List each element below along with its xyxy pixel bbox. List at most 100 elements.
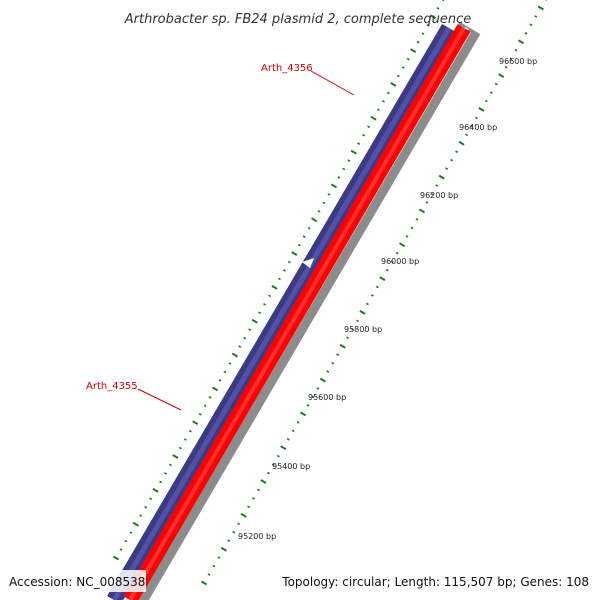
reverse-feature-shine: [128, 26, 466, 600]
ruler-tick: [291, 429, 295, 433]
outer-tick: [337, 176, 341, 179]
ruler-tick: [260, 479, 267, 484]
outer-tick: [307, 226, 311, 230]
ruler-tick: [517, 39, 525, 45]
ruler-tick: [430, 192, 434, 196]
ruler-tick: [346, 336, 350, 340]
ruler-tick: [356, 319, 360, 323]
ruler-tick: [319, 377, 327, 383]
ruler-tick: [370, 294, 374, 297]
outer-tick: [188, 429, 192, 433]
outer-tick: [198, 412, 202, 416]
outer-tick: [238, 345, 242, 348]
ruler-tick: [537, 5, 544, 11]
outer-tick: [268, 294, 272, 298]
ruler-label-96600: 96600 bp: [499, 57, 537, 66]
outer-tick: [302, 235, 306, 238]
ruler-tick: [316, 387, 320, 390]
outer-tick: [218, 379, 222, 382]
outer-tick: [149, 497, 153, 501]
outer-tick: [357, 142, 361, 145]
outer-tick: [263, 302, 267, 306]
ruler-tick: [494, 82, 498, 86]
ruler-label-95400: 95400 bp: [272, 462, 310, 471]
outer-tick: [401, 66, 405, 69]
outer-tick: [159, 480, 163, 484]
outer-tick: [119, 548, 123, 551]
outer-tick: [377, 108, 380, 112]
ruler-tick: [237, 522, 241, 526]
summary-text: Topology: circular; Length: 115,507 bp; …: [281, 575, 589, 589]
gene-label-leader-arth-4356: [310, 70, 355, 96]
ruler-tick: [514, 48, 518, 52]
ruler-tick: [207, 573, 211, 576]
gene-label-arth-4355[interactable]: Arth_4355: [86, 381, 138, 392]
ruler-tick: [395, 251, 399, 255]
outer-tick: [144, 505, 148, 509]
ruler-tick: [445, 167, 449, 170]
ruler-tick: [469, 125, 473, 128]
outer-tick: [277, 277, 281, 281]
outer-tick: [258, 311, 262, 315]
ruler-tick: [405, 235, 409, 238]
outer-tick: [370, 115, 377, 121]
outer-tick: [347, 159, 351, 162]
outer-tick: [421, 32, 425, 35]
outer-tick: [322, 201, 326, 205]
ruler-tick: [524, 32, 528, 35]
ruler-tick: [534, 15, 538, 18]
ruler-tick: [339, 343, 346, 349]
ruler-tick: [390, 260, 394, 263]
ruler-label-95600: 95600 bp: [308, 393, 346, 402]
outer-tick: [367, 125, 371, 129]
outer-tick-track: [112, 0, 445, 561]
ruler-tick: [232, 530, 236, 534]
outer-tick: [163, 472, 168, 475]
ruler-tick: [489, 91, 493, 94]
ruler-label-96200: 96200 bp: [420, 191, 458, 200]
ruler-tick: [438, 174, 445, 180]
accession-backdrop: [4, 570, 146, 592]
outer-tick: [248, 328, 252, 331]
outer-tick: [406, 57, 410, 61]
gene-label-arth-4356[interactable]: Arth_4356: [261, 63, 313, 74]
outer-tick: [271, 285, 278, 290]
ruler-tick: [331, 361, 335, 365]
ruler-tick: [435, 184, 439, 187]
ruler-tick: [359, 310, 366, 315]
ruler-tick: [271, 463, 275, 466]
ruler-tick: [351, 327, 355, 331]
outer-tick: [429, 14, 437, 20]
ruler-tick: [227, 539, 231, 542]
outer-tick: [243, 336, 247, 340]
outer-tick: [282, 269, 286, 272]
outer-tick: [183, 438, 187, 441]
outer-tick: [231, 352, 239, 358]
ruler-tick: [326, 370, 330, 373]
outer-tick: [350, 149, 357, 155]
ruler-tick: [256, 488, 261, 492]
outer-tick: [211, 386, 219, 392]
ruler-label-95200: 95200 bp: [238, 532, 276, 541]
ruler-tick: [280, 445, 287, 451]
outer-tick: [203, 404, 207, 408]
ruler-tick-track: [200, 0, 547, 586]
ruler-tick: [529, 23, 533, 27]
ruler-tick: [465, 133, 468, 137]
outer-tick: [132, 521, 139, 527]
ruler-tick: [336, 353, 340, 356]
ruler-tick: [247, 505, 251, 509]
ruler-tick: [498, 73, 505, 78]
ruler-tick: [286, 437, 290, 441]
ruler-tick: [220, 546, 227, 552]
ruler-tick: [200, 580, 208, 586]
ruler-tick: [410, 226, 414, 230]
outer-tick: [124, 539, 128, 543]
outer-tick: [168, 463, 173, 467]
ruler-tick: [306, 404, 310, 407]
ruler-tick: [365, 302, 369, 306]
outer-tick: [381, 100, 385, 103]
ruler-tick: [296, 421, 300, 424]
outer-tick: [139, 514, 143, 517]
outer-tick: [441, 0, 445, 2]
